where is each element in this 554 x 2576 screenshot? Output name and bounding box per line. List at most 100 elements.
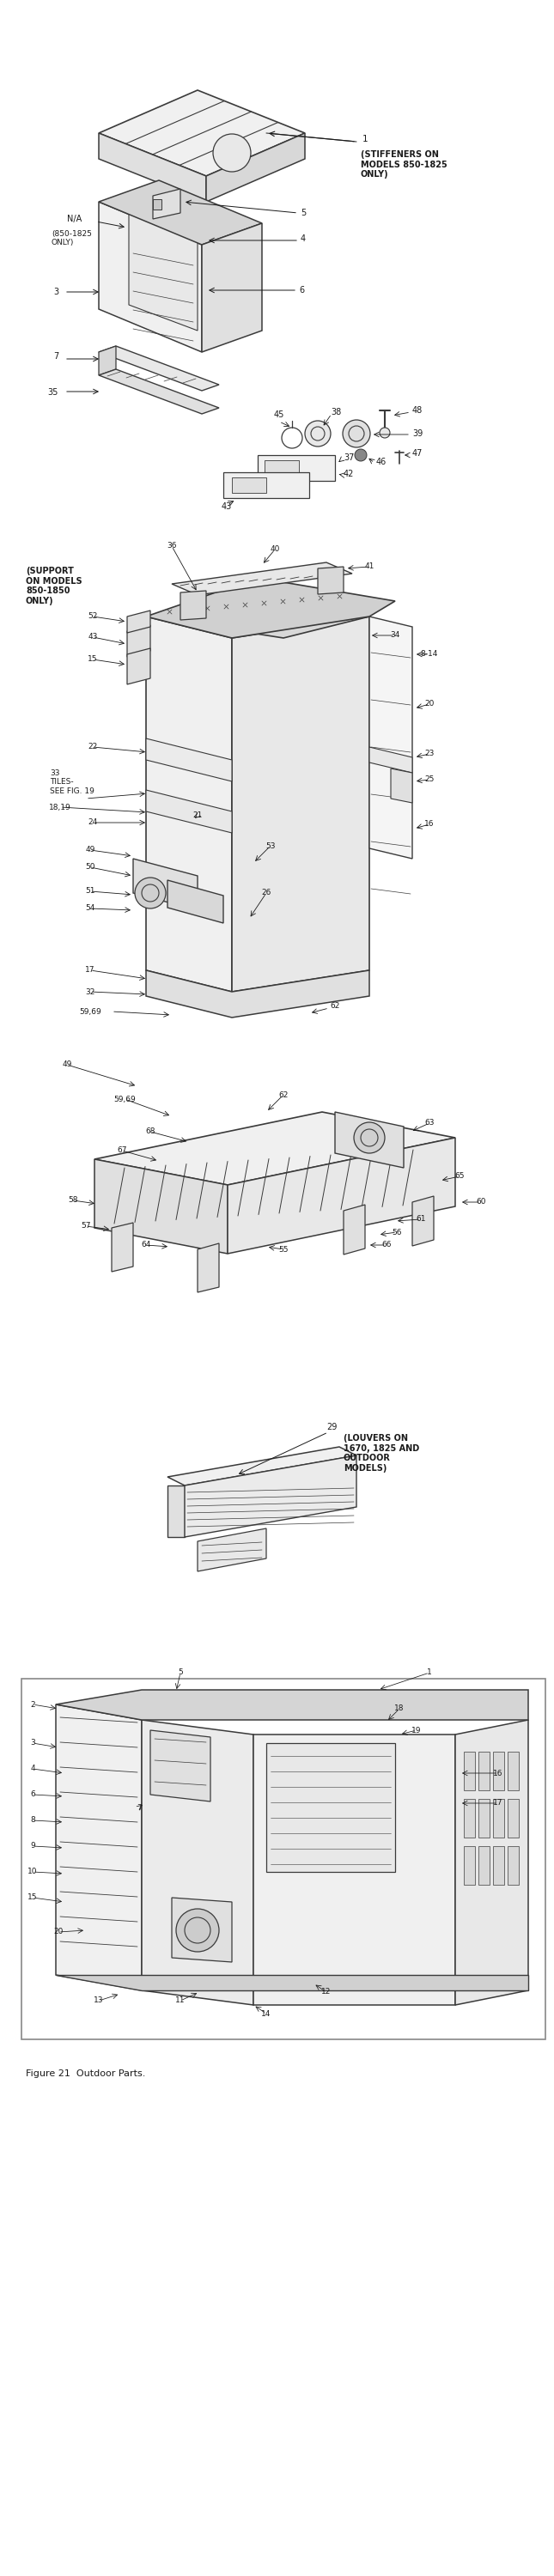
Bar [265, 461, 299, 477]
Bar [464, 1752, 475, 1790]
Text: 13: 13 [94, 1996, 104, 2004]
Text: 38: 38 [331, 407, 341, 417]
Text: (LOUVERS ON
1670, 1825 AND
OUTDOOR
MODELS): (LOUVERS ON 1670, 1825 AND OUTDOOR MODEL… [343, 1435, 419, 1473]
Text: 20: 20 [54, 1927, 63, 1937]
Text: 37: 37 [343, 453, 354, 461]
Text: 46: 46 [376, 459, 387, 466]
Polygon shape [202, 224, 262, 353]
Text: 6: 6 [299, 286, 304, 294]
Polygon shape [127, 611, 150, 634]
Polygon shape [99, 90, 305, 175]
Text: 12: 12 [321, 1989, 331, 1996]
Circle shape [213, 134, 251, 173]
Text: (850-1825
ONLY): (850-1825 ONLY) [52, 229, 92, 247]
Bar [464, 1798, 475, 1837]
Text: 21: 21 [193, 811, 202, 819]
Circle shape [176, 1909, 219, 1953]
Text: 18,19: 18,19 [49, 804, 71, 811]
Text: 7: 7 [53, 353, 59, 361]
Polygon shape [167, 1486, 184, 1538]
Bar [479, 1847, 490, 1886]
Polygon shape [181, 590, 206, 621]
Polygon shape [146, 616, 232, 992]
Bar [153, 198, 161, 209]
Circle shape [343, 420, 370, 448]
Text: 59,69: 59,69 [114, 1095, 136, 1103]
Text: 10: 10 [28, 1868, 38, 1875]
Bar [232, 477, 266, 492]
Polygon shape [318, 567, 343, 595]
Text: 9: 9 [30, 1842, 35, 1850]
Text: 16: 16 [493, 1770, 503, 1777]
Polygon shape [99, 134, 206, 201]
Text: 41: 41 [365, 564, 374, 572]
Polygon shape [95, 1159, 228, 1255]
Text: 22: 22 [88, 742, 98, 752]
Text: N/A: N/A [67, 214, 82, 224]
Polygon shape [343, 1206, 365, 1255]
Polygon shape [172, 1899, 232, 1963]
Polygon shape [146, 595, 370, 639]
Polygon shape [56, 1705, 142, 1991]
Polygon shape [146, 577, 395, 639]
Text: 66: 66 [382, 1242, 392, 1249]
Text: 53: 53 [265, 842, 275, 850]
Text: 54: 54 [85, 904, 95, 912]
Polygon shape [258, 456, 335, 482]
Text: 4: 4 [301, 234, 306, 242]
Polygon shape [153, 188, 181, 219]
Bar [493, 1847, 504, 1886]
Text: 52: 52 [88, 613, 98, 621]
Text: 23: 23 [424, 750, 434, 757]
Text: 60: 60 [476, 1198, 486, 1206]
Polygon shape [391, 768, 412, 804]
Polygon shape [455, 1721, 528, 2004]
Text: 32: 32 [85, 989, 95, 997]
Circle shape [305, 420, 331, 446]
Text: 25: 25 [424, 775, 434, 783]
Polygon shape [133, 858, 198, 909]
Polygon shape [127, 649, 150, 685]
Text: 24: 24 [88, 819, 98, 827]
Text: 3: 3 [30, 1739, 35, 1747]
Bar [22, 1680, 545, 2040]
Text: 33
TILES-
SEE FIG. 19: 33 TILES- SEE FIG. 19 [50, 770, 94, 796]
Polygon shape [167, 881, 223, 922]
Polygon shape [129, 211, 198, 330]
Polygon shape [412, 1195, 434, 1247]
Polygon shape [223, 471, 309, 497]
Text: 17: 17 [85, 966, 95, 974]
Text: 36: 36 [167, 544, 177, 551]
Text: 64: 64 [141, 1242, 151, 1249]
Polygon shape [184, 1455, 356, 1538]
Text: 2: 2 [30, 1700, 35, 1708]
Polygon shape [206, 134, 305, 201]
Text: 49: 49 [85, 845, 95, 855]
Text: 6: 6 [30, 1790, 35, 1798]
Text: 39: 39 [412, 430, 423, 438]
Text: 19: 19 [412, 1726, 422, 1734]
Polygon shape [172, 562, 352, 595]
Text: 43: 43 [222, 502, 232, 510]
Text: 15: 15 [28, 1893, 38, 1901]
Text: 61: 61 [416, 1216, 426, 1224]
Bar [464, 1847, 475, 1886]
Text: 42: 42 [343, 469, 354, 479]
Polygon shape [142, 1721, 253, 2004]
Text: Figure 21  Outdoor Parts.: Figure 21 Outdoor Parts. [26, 2069, 146, 2079]
Polygon shape [95, 1113, 455, 1185]
Text: 17: 17 [493, 1798, 503, 1808]
Polygon shape [146, 791, 232, 832]
Polygon shape [266, 1744, 395, 1873]
Polygon shape [99, 345, 219, 392]
Circle shape [135, 878, 166, 909]
Bar [493, 1798, 504, 1837]
Bar [479, 1798, 490, 1837]
Text: 15: 15 [88, 657, 98, 665]
Text: 48: 48 [412, 407, 423, 415]
Text: 4: 4 [30, 1765, 35, 1772]
Polygon shape [335, 1113, 404, 1167]
Text: 14: 14 [261, 2009, 271, 2017]
Text: (STIFFENERS ON
MODELS 850-1825
ONLY): (STIFFENERS ON MODELS 850-1825 ONLY) [361, 149, 447, 178]
Circle shape [355, 448, 367, 461]
